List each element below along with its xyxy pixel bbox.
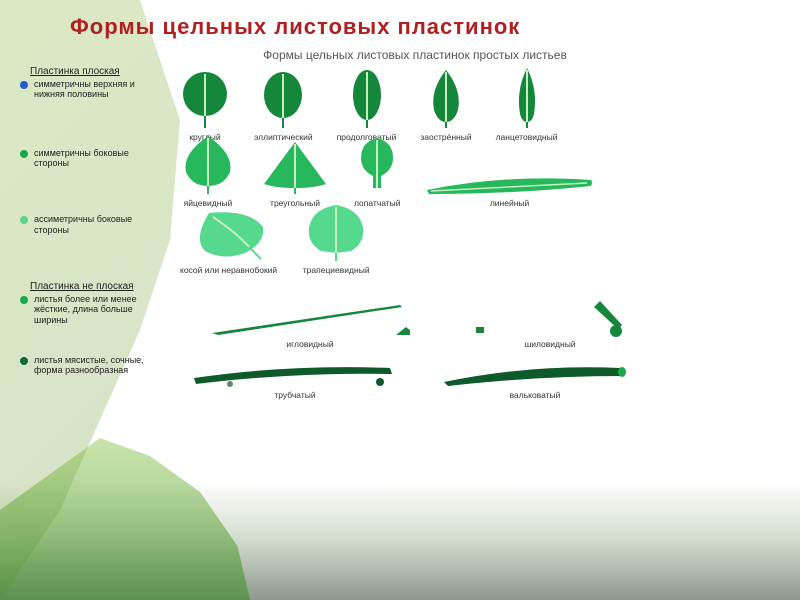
leaf-awl: шиловидный [470,297,630,349]
leaf-triangle: треугольный [260,140,330,208]
leaf-label: трубчатый [274,390,315,400]
leaf-oblong: продолговатый [337,70,397,142]
bullet-text: симметричны верхняя и нижняя половины [34,79,154,100]
leaf-oblique: косой или неравнобокий [180,207,277,275]
leaf-spatulate: лопатчатый [354,136,401,208]
bullet-text: ассиметричны боковые стороны [34,214,154,235]
leaf-ovate: яйцевидный [180,136,236,208]
leaf-label: ланцетовидный [496,132,558,142]
bullet-dot [20,216,28,224]
leaf-label: линейный [490,198,529,208]
bullet-dot [20,150,28,158]
leaf-label: вальковатый [510,390,561,400]
leaf-row-1: круглый эллиптический продолговатый заострё… [180,68,780,142]
page-title: Формы цельных листовых пластинок [70,14,780,40]
leaf-terete: вальковатый [440,360,630,400]
leaf-row-2: яйцевидный треугольный лопатчатый линейный [180,136,780,208]
bullet-text: листья более или менее жёсткие, длина бо… [34,294,154,325]
leaf-linear: линейный [425,172,595,208]
leaf-label: шиловидный [524,339,575,349]
leaf-label: заострённый [420,132,471,142]
bullet-dot [20,81,28,89]
leaf-tubular: трубчатый [190,358,400,400]
bullet-text: листья мясистые, сочные, форма разнообра… [34,355,154,376]
leaf-lanceolate: ланцетовидный [496,68,558,142]
leaf-acute: заострённый [420,70,471,142]
leaf-row-5: трубчатый вальковатый [190,344,780,400]
leaf-row-3: косой или неравнобокий трапециевидный [180,203,780,275]
content-area: Формы цельных листовых пластинок Формы ц… [0,0,800,414]
leaf-label: косой или неравнобокий [180,265,277,275]
leaf-label: трапециевидный [303,265,370,275]
leaf-needle: игловидный [210,301,410,349]
leaf-row-4: игловидный шиловидный [210,293,780,349]
section-notflat-label: Пластинка не плоская [30,281,780,292]
leaf-trapezoid: трапециевидный [301,203,371,275]
leaf-ellipse: эллиптический [254,72,313,142]
bullet-text: симметричны боковые стороны [34,148,154,169]
leaf-circle: круглый [180,72,230,142]
leaf-label: игловидный [286,339,333,349]
bullet-dot [20,357,28,365]
subtitle: Формы цельных листовых пластинок простых… [50,48,780,62]
bullet-dot [20,296,28,304]
